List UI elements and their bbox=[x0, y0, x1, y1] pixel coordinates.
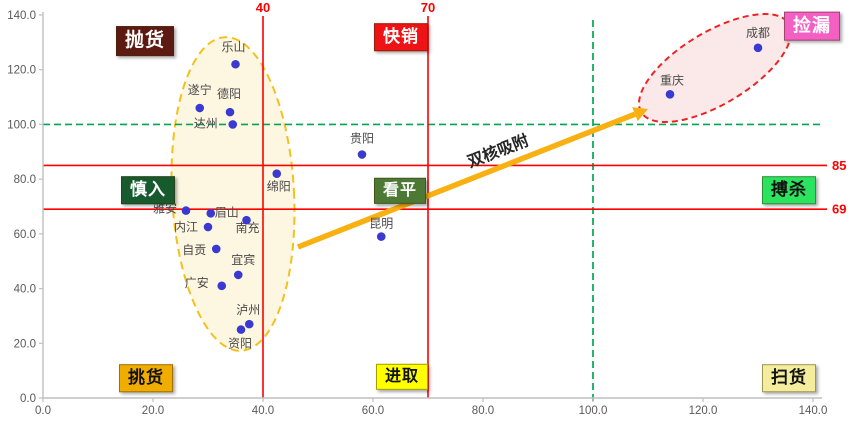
quadrant-label-mid-left: 慎入 bbox=[121, 176, 175, 204]
data-point-17[interactable] bbox=[753, 43, 763, 53]
data-point-15[interactable] bbox=[376, 232, 386, 241]
data-point-label-5: 贵阳 bbox=[350, 132, 374, 146]
x-tick-label-40: 40.0 bbox=[252, 405, 274, 417]
data-point-label-11: 宜宾 bbox=[231, 252, 255, 267]
quadrant-label-bottom-left: 挑货 bbox=[119, 364, 173, 392]
y-tick-label-60: 60.0 bbox=[14, 229, 36, 241]
red-vline-label-70: 70 bbox=[421, 0, 435, 15]
data-point-label-9: 内江 bbox=[174, 220, 198, 234]
data-point-label-3: 达州 bbox=[194, 116, 218, 130]
data-point-label-1: 遂宁 bbox=[188, 82, 212, 97]
data-point-9[interactable] bbox=[203, 222, 213, 232]
quadrant-label-top-left: 抛货 bbox=[115, 26, 175, 56]
trend-arrow-head bbox=[632, 107, 648, 122]
quadrant-label-bottom-center: 进取 bbox=[375, 363, 429, 391]
data-point-label-12: 广安 bbox=[185, 275, 209, 290]
y-tick-label-100: 100.0 bbox=[7, 119, 36, 131]
x-tick-label-140: 140.0 bbox=[799, 405, 828, 417]
quadrant-label-bottom-right: 扫货 bbox=[762, 364, 816, 392]
red-hline-label-85: 85 bbox=[832, 158, 846, 173]
data-point-8[interactable] bbox=[242, 215, 251, 225]
data-point-14[interactable] bbox=[236, 325, 246, 334]
red-hline-label-69: 69 bbox=[832, 202, 846, 217]
data-point-label-0: 乐山 bbox=[221, 40, 245, 54]
data-point-label-15: 昆明 bbox=[369, 217, 393, 231]
quadrant-label-top-center: 快销 bbox=[374, 23, 428, 51]
y-tick-label-20: 20.0 bbox=[14, 338, 36, 350]
data-point-label-8: 南充 bbox=[235, 220, 259, 235]
x-tick-label-120: 120.0 bbox=[689, 405, 718, 417]
x-tick-label-100: 100.0 bbox=[579, 405, 608, 417]
data-point-1[interactable] bbox=[195, 103, 205, 113]
data-point-12[interactable] bbox=[217, 281, 227, 291]
x-tick-label-80: 80.0 bbox=[472, 405, 494, 417]
data-point-7[interactable] bbox=[206, 209, 216, 218]
data-point-10[interactable] bbox=[211, 244, 221, 254]
data-point-label-6: 雅安 bbox=[153, 201, 177, 216]
data-point-label-10: 自贡 bbox=[182, 243, 206, 257]
data-point-16[interactable] bbox=[665, 90, 675, 99]
data-point-label-4: 绵阳 bbox=[267, 180, 291, 194]
y-tick-label-140: 140.0 bbox=[7, 10, 36, 22]
data-point-label-17: 成都 bbox=[746, 26, 770, 40]
cluster-ellipse-left bbox=[170, 36, 296, 352]
x-tick-label-60: 60.0 bbox=[362, 405, 384, 417]
data-point-label-2: 德阳 bbox=[217, 86, 241, 101]
data-point-3[interactable] bbox=[228, 120, 238, 129]
red-vline-label-40: 40 bbox=[256, 0, 270, 15]
y-tick-label-40: 40.0 bbox=[14, 284, 36, 296]
y-tick-label-80: 80.0 bbox=[14, 174, 36, 186]
y-tick-label-0: 0.0 bbox=[20, 393, 36, 405]
quadrant-label-top-right: 捡漏 bbox=[784, 11, 840, 41]
data-point-13[interactable] bbox=[244, 319, 254, 329]
data-point-0[interactable] bbox=[231, 59, 240, 69]
quadrant-label-mid-center: 看平 bbox=[373, 177, 427, 205]
data-point-label-13: 泸州 bbox=[236, 303, 260, 317]
trend-arrow-shaft bbox=[296, 111, 636, 250]
data-point-2[interactable] bbox=[225, 107, 235, 117]
data-point-label-7: 眉山 bbox=[215, 205, 239, 219]
y-tick-label-120: 120.0 bbox=[7, 65, 36, 77]
data-point-11[interactable] bbox=[233, 270, 243, 280]
data-point-6[interactable] bbox=[181, 206, 191, 215]
x-tick-label-20: 20.0 bbox=[142, 405, 164, 417]
data-point-label-14: 资阳 bbox=[228, 337, 252, 351]
data-point-label-16: 重庆 bbox=[660, 73, 684, 87]
quadrant-label-mid-right: 搏杀 bbox=[762, 176, 816, 204]
data-point-4[interactable] bbox=[272, 169, 282, 178]
data-point-5[interactable] bbox=[357, 150, 367, 159]
x-tick-label-0: 0.0 bbox=[35, 405, 51, 417]
cluster-ellipse-right bbox=[637, 13, 793, 123]
